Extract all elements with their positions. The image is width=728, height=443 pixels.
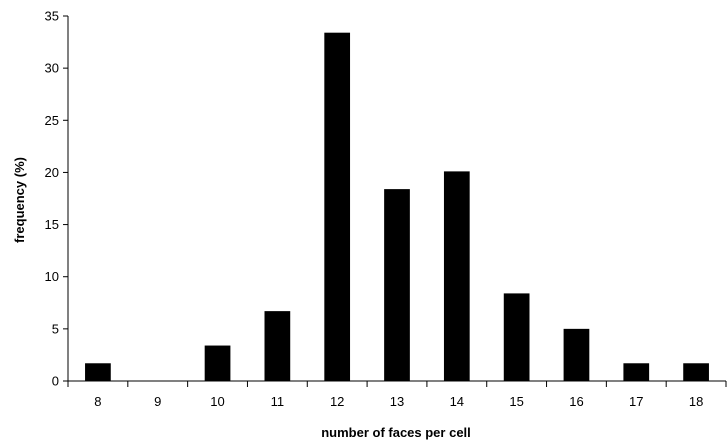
- x-tick-label: 17: [629, 394, 643, 409]
- bar-15: [503, 293, 530, 381]
- bar-8: [85, 363, 111, 381]
- x-tick-label: 15: [509, 394, 523, 409]
- axes-group: [67, 16, 726, 382]
- bar-14: [443, 171, 470, 381]
- y-tick-label: 35: [45, 9, 59, 24]
- y-ticks-group: 0 5 10 15 20 25 30 35: [45, 9, 68, 389]
- bar-13: [384, 189, 410, 381]
- x-axis-title: number of faces per cell: [321, 425, 471, 440]
- bar-16: [563, 328, 590, 381]
- y-tick-label: 15: [45, 217, 59, 232]
- bar-12: [324, 32, 351, 381]
- bar-11: [264, 311, 291, 381]
- y-tick-label: 30: [45, 61, 59, 76]
- bar-18: [683, 363, 709, 381]
- bar-17: [623, 363, 650, 381]
- y-tick-label: 25: [45, 113, 59, 128]
- y-tick-label: 10: [45, 269, 59, 284]
- x-ticks-group: 8 9 10 11 12 13 14 15 16 17 18: [67, 381, 727, 409]
- x-tick-label: 13: [390, 394, 404, 409]
- y-tick-label: 0: [52, 374, 59, 389]
- x-tick-label: 14: [450, 394, 464, 409]
- x-tick-label: 16: [569, 394, 583, 409]
- x-tick-label: 9: [154, 394, 161, 409]
- y-tick-label: 20: [45, 165, 59, 180]
- x-tick-label: 12: [330, 394, 344, 409]
- y-tick-label: 5: [52, 321, 59, 336]
- x-tick-label: 11: [271, 394, 285, 409]
- x-tick-label: 8: [94, 394, 101, 409]
- x-tick-label: 18: [689, 394, 703, 409]
- y-axis-title: frequency (%): [12, 157, 27, 243]
- x-tick-label: 10: [210, 394, 224, 409]
- bars-group: [85, 32, 709, 381]
- bar-10: [204, 345, 231, 381]
